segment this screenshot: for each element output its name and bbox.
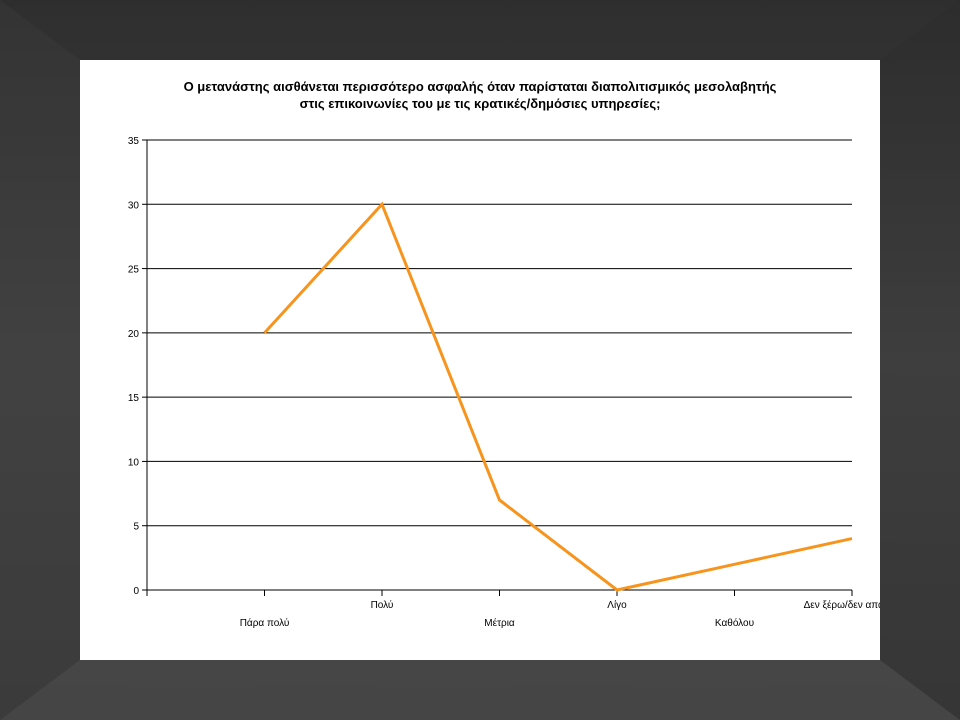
- y-tick-label: 25: [128, 265, 140, 276]
- x-tick-label: Μέτρια: [484, 617, 515, 629]
- y-tick-label: 30: [128, 200, 140, 211]
- y-tick-label: 5: [133, 522, 139, 533]
- line-chart: 0 5 10 15 20 25 30 35 Πάρα πολύ Πολύ Μέτρια Λίγο Καθ…: [128, 136, 880, 629]
- x-tick-label: Δεν ξέρω/δεν απαντώ: [804, 599, 880, 611]
- y-tick-label: 10: [128, 457, 140, 468]
- chart-panel: Ο μετανάστης αισθάνεται περισσότερο ασφα…: [80, 60, 880, 660]
- y-tick-label: 15: [128, 393, 140, 404]
- series-line: [263, 201, 853, 592]
- chart-title: Ο μετανάστης αισθάνεται περισσότερο ασφα…: [100, 78, 860, 112]
- y-tick-label: 0: [133, 586, 139, 597]
- x-tick-label: Πολύ: [371, 599, 394, 611]
- chart-title-line-1: Ο μετανάστης αισθάνεται περισσότερο ασφα…: [183, 79, 777, 94]
- x-tick-label: Πάρα πολύ: [240, 617, 290, 629]
- chart-title-line-2: στις επικοινωνίες του με τις κρατικές/δη…: [299, 96, 661, 111]
- x-tick-label: Λίγο: [607, 599, 627, 611]
- x-tick-label: Καθόλου: [715, 617, 754, 629]
- y-tick-label: 35: [128, 136, 140, 147]
- y-tick-label: 20: [128, 329, 140, 340]
